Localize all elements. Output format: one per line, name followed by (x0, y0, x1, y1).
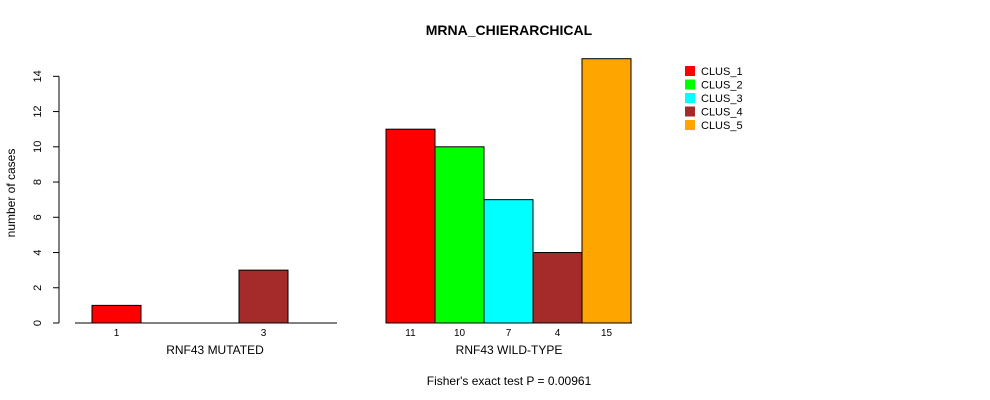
bar-clus-1 (385, 128, 436, 324)
legend-swatch (685, 106, 695, 117)
legend-label: CLUS_4 (701, 107, 743, 119)
bar-count-label: 1 (114, 328, 120, 339)
bar-clus-2 (434, 146, 485, 324)
bar-count-label: 4 (555, 328, 561, 339)
y-tick-label: 14 (32, 70, 44, 82)
y-tick-label: 2 (32, 285, 44, 291)
bar-clus-4 (238, 269, 289, 324)
y-tick-label: 8 (32, 179, 44, 185)
y-tick-label: 12 (32, 105, 44, 117)
bar-clus-5 (581, 58, 632, 324)
fisher-test-footnote: Fisher's exact test P = 0.00961 (427, 374, 592, 388)
legend-swatch (685, 93, 695, 103)
y-tick-label: 4 (32, 249, 44, 255)
chart-title: MRNA_CHIERARCHICAL (426, 22, 593, 38)
bar-clus-1 (91, 304, 142, 324)
y-tick-label: 6 (32, 214, 44, 220)
group-label: RNF43 WILD-TYPE (456, 343, 563, 357)
group-label: RNF43 MUTATED (166, 343, 264, 357)
bar-count-label: 3 (261, 328, 267, 339)
legend-label: CLUS_1 (701, 66, 743, 78)
bar-count-label: 10 (454, 328, 466, 339)
legend-label: CLUS_2 (701, 80, 743, 92)
y-axis-label: number of cases (4, 149, 18, 238)
y-axis: 0 2 4 6 8 10 12 14 (32, 70, 60, 326)
bar-count-label: 15 (601, 328, 613, 339)
legend-swatch (685, 79, 695, 90)
bar-count-label: 7 (506, 328, 512, 339)
bars (75, 58, 632, 324)
y-tick-label: 0 (32, 320, 44, 326)
legend-swatch (685, 120, 695, 130)
bar-count-label: 11 (405, 328, 416, 339)
y-tick-label: 10 (32, 141, 44, 153)
legend-label: CLUS_3 (701, 93, 743, 105)
bar-clus-3 (483, 199, 534, 324)
legend-swatch (685, 66, 695, 76)
x-labels: 1 3 RNF43 MUTATED 11 10 7 4 15 RNF43 WILD-TYPE (114, 328, 613, 357)
bar-clus-4 (532, 252, 583, 324)
legend-label: CLUS_5 (701, 120, 743, 132)
